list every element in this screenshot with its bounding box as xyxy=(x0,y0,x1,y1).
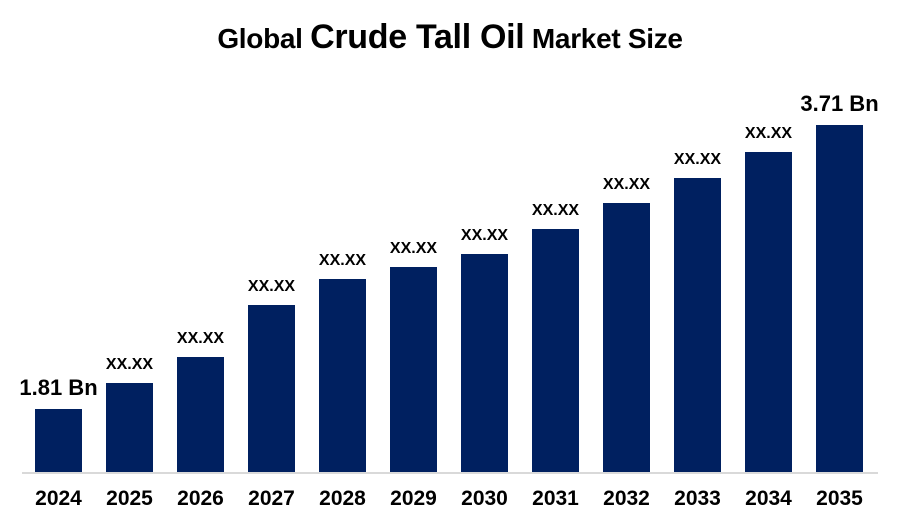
bar-value-label: XX.XX xyxy=(247,278,296,295)
bar-value-label: XX.XX xyxy=(602,176,651,193)
bar-column: XX.XX xyxy=(662,151,733,473)
year-label: 2031 xyxy=(532,487,579,510)
year-label: 2026 xyxy=(177,487,224,510)
bar-column: XX.XX xyxy=(520,202,591,473)
bar-value-label: XX.XX xyxy=(105,356,154,373)
chart-title-suffix: Market Size xyxy=(524,23,683,54)
year-label: 2025 xyxy=(106,487,153,510)
bar xyxy=(106,383,153,473)
year-label: 2027 xyxy=(248,487,295,510)
chart-title-emphasis: Crude Tall Oil xyxy=(310,18,525,56)
bar-column: XX.XX xyxy=(449,227,520,473)
bar xyxy=(319,279,366,473)
x-axis-line xyxy=(22,472,878,474)
bar xyxy=(461,254,508,473)
bar-value-label: 1.81 Bn xyxy=(19,375,98,400)
bar xyxy=(532,229,579,473)
bar xyxy=(35,409,82,473)
bar-value-label: XX.XX xyxy=(318,252,367,269)
bar-column: XX.XX xyxy=(307,252,378,473)
bar xyxy=(745,152,792,473)
bar-value-label: XX.XX xyxy=(176,330,225,347)
bar-value-label: XX.XX xyxy=(673,151,722,168)
year-label: 2033 xyxy=(674,487,721,510)
bar xyxy=(816,125,863,473)
bar-column: XX.XX xyxy=(165,330,236,473)
chart-title-prefix: Global xyxy=(217,23,311,54)
bar-column: XX.XX xyxy=(733,125,804,473)
bar xyxy=(248,305,295,473)
year-label: 2032 xyxy=(603,487,650,510)
bar-value-label: XX.XX xyxy=(389,240,438,257)
year-label: 2034 xyxy=(745,487,792,510)
bars-row: 1.81 Bn XX.XX XX.XX XX.XX XX.XX XX.XX XX… xyxy=(19,91,879,473)
chart-title: Global Crude Tall Oil Market Size xyxy=(0,16,900,60)
bar xyxy=(390,267,437,473)
bar xyxy=(603,203,650,473)
year-label: 2028 xyxy=(319,487,366,510)
bar-value-label: XX.XX xyxy=(531,202,580,219)
bar-column: 1.81 Bn xyxy=(19,375,98,473)
bar xyxy=(674,178,721,473)
bar xyxy=(177,357,224,473)
bar-value-label: XX.XX xyxy=(460,227,509,244)
bar-column: 3.71 Bn xyxy=(800,91,879,473)
year-label: 2029 xyxy=(390,487,437,510)
bar-column: XX.XX xyxy=(236,278,307,473)
bar-column: XX.XX xyxy=(94,356,165,473)
year-label: 2035 xyxy=(816,487,863,510)
year-label: 2030 xyxy=(461,487,508,510)
year-label: 2024 xyxy=(35,487,82,510)
bar-value-label: XX.XX xyxy=(744,125,793,142)
bar-column: XX.XX xyxy=(378,240,449,473)
x-axis-labels: 2024 2025 2026 2027 2028 2029 2030 2031 … xyxy=(23,487,875,511)
bar-column: XX.XX xyxy=(591,176,662,473)
bar-value-label: 3.71 Bn xyxy=(800,91,879,116)
